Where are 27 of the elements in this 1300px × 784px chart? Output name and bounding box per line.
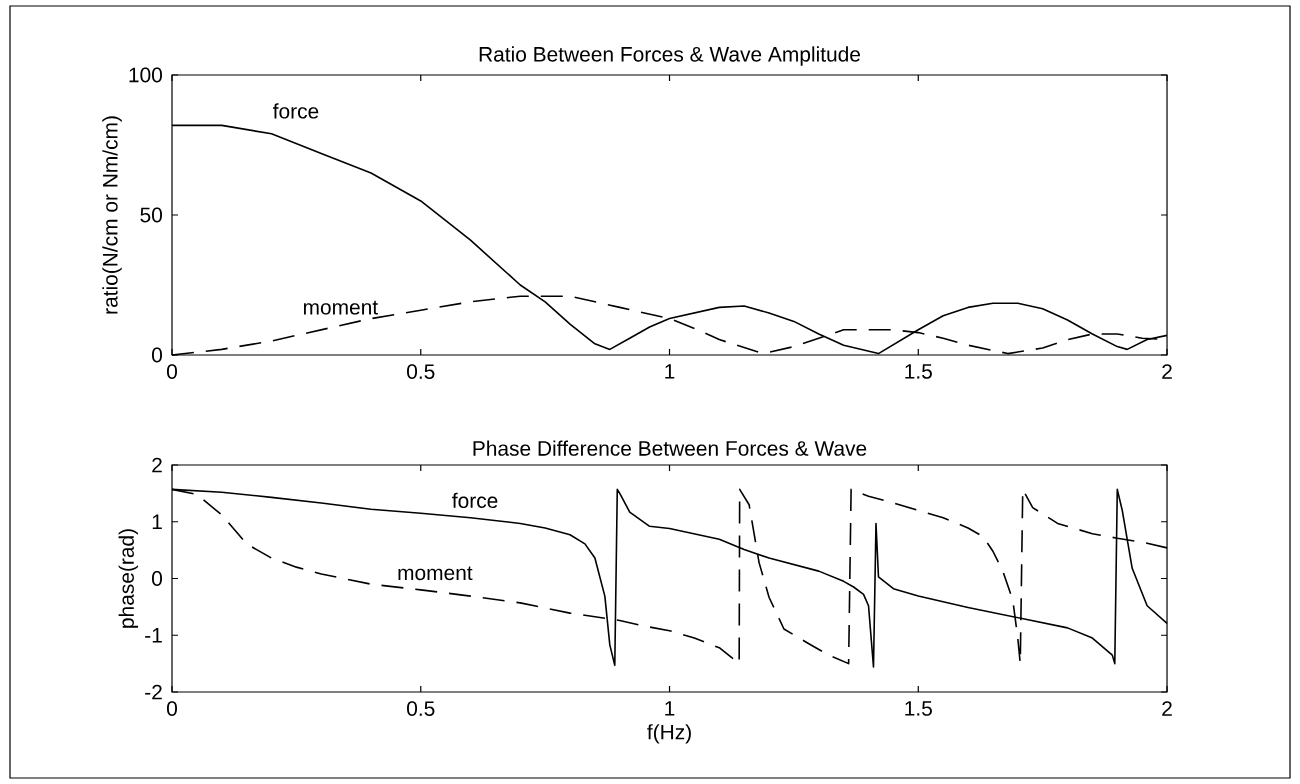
x-tick-label: 1	[665, 364, 675, 379]
y-tick-label: -2	[145, 684, 162, 700]
x-axis-title: f(Hz)	[647, 724, 691, 744]
y-tick-label: 100	[129, 67, 162, 83]
x-tick-label: 0.5	[407, 701, 435, 716]
x-tick-label: 1.5	[905, 364, 932, 379]
y-tick-label: -1	[145, 628, 162, 643]
y-tick-label: 2	[152, 457, 162, 473]
x-tick-label: 1.5	[905, 701, 932, 716]
chart-title: Ratio Between Forces & Wave Amplitude	[479, 46, 861, 66]
y-tick-label: 0	[152, 347, 163, 363]
series-label: force	[452, 492, 498, 509]
x-tick-label: 0	[167, 364, 177, 379]
series-label: moment	[398, 566, 473, 581]
y-tick-label: 50	[140, 207, 163, 223]
series-label: moment	[303, 300, 378, 315]
y-tick-label: 0	[152, 571, 163, 586]
series-label: force	[273, 103, 319, 119]
y-axis-title: ratio(N/cm or Nm/cm)	[102, 116, 122, 314]
x-tick-label: 2	[1162, 364, 1172, 379]
x-tick-label: 2	[1162, 701, 1172, 716]
x-tick-label: 0.5	[407, 364, 435, 379]
x-tick-label: 1	[665, 701, 675, 716]
y-axis-title: phase(rad)	[118, 529, 139, 628]
y-tick-label: 1	[152, 514, 162, 529]
chart-title: Phase Difference Between Forces & Wave	[473, 440, 867, 456]
x-tick-label: 0	[167, 701, 177, 716]
